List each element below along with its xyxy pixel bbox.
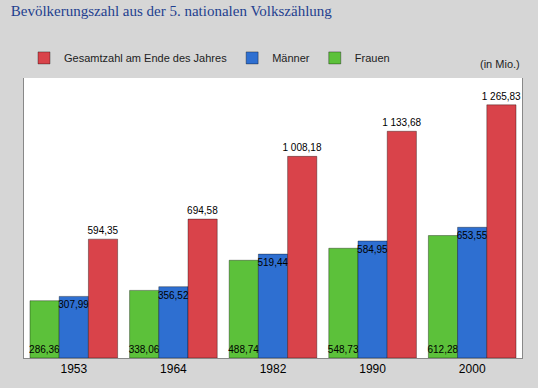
svg-text:Bevölkerungszahl aus der 5. na: Bevölkerungszahl aus der 5. nationalen V… [11,3,333,19]
svg-text:Männer: Männer [272,52,310,64]
svg-text:548,73: 548,73 [328,344,359,355]
svg-text:338,06: 338,06 [129,344,160,355]
svg-text:488,74: 488,74 [228,344,259,355]
svg-text:2000: 2000 [459,362,486,376]
svg-text:612,28: 612,28 [427,344,458,355]
svg-text:286,36: 286,36 [29,344,60,355]
svg-text:519,44: 519,44 [257,257,288,268]
svg-text:1 265,83: 1 265,83 [482,91,521,102]
svg-text:Frauen: Frauen [355,52,390,64]
svg-text:1 008,18: 1 008,18 [283,142,322,153]
svg-text:694,58: 694,58 [187,205,218,216]
svg-text:584,95: 584,95 [357,244,388,255]
svg-text:1990: 1990 [359,362,386,376]
svg-text:594,35: 594,35 [88,225,119,236]
svg-text:1982: 1982 [260,362,287,376]
svg-text:1 133,68: 1 133,68 [382,117,421,128]
svg-text:307,99: 307,99 [58,299,89,310]
svg-text:(in Mio.): (in Mio.) [480,58,520,70]
svg-text:Gesamtzahl am Ende des Jahres: Gesamtzahl am Ende des Jahres [64,52,227,64]
svg-text:356,52: 356,52 [158,290,189,301]
svg-text:653,55: 653,55 [457,230,488,241]
svg-text:1953: 1953 [60,362,87,376]
svg-text:1964: 1964 [160,362,187,376]
